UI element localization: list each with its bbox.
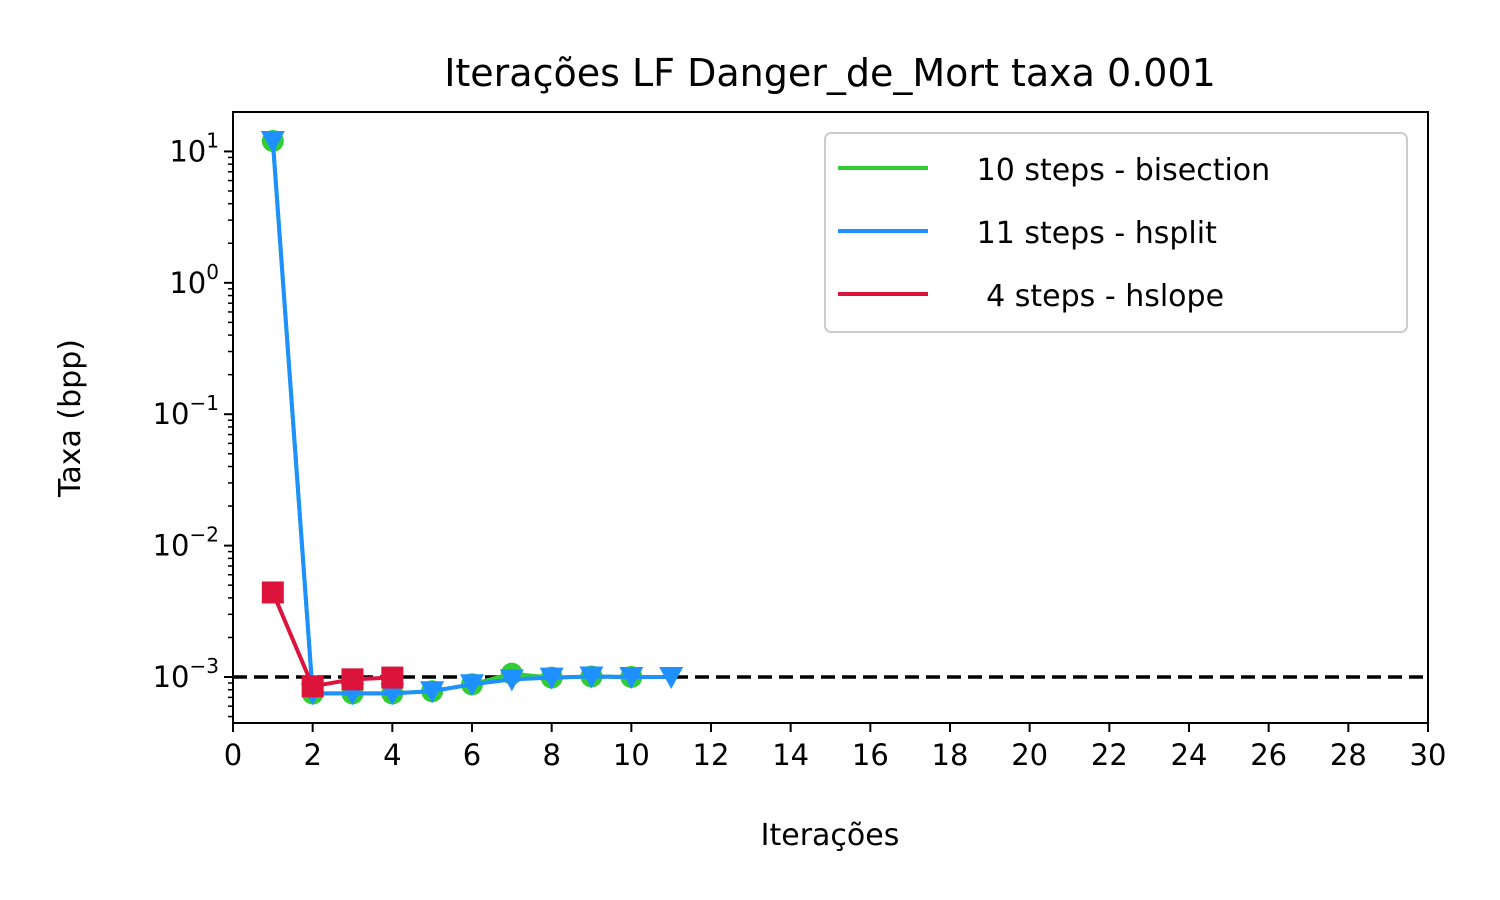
x-tick-label-16: 16 [852, 738, 889, 772]
x-tick-label-2: 2 [303, 738, 321, 772]
series-2-point-1 [301, 675, 324, 698]
series-1-point-9 [619, 667, 644, 690]
x-tick-label-18: 18 [932, 738, 969, 772]
x-tick-label-10: 10 [613, 738, 650, 772]
x-tick-label-20: 20 [1011, 738, 1048, 772]
x-tick-label-4: 4 [383, 738, 401, 772]
series-1-point-6 [499, 669, 524, 692]
y-tick-label-0: 101 [169, 128, 219, 168]
x-tick-label-0: 0 [224, 738, 242, 772]
x-tick-label-8: 8 [542, 738, 560, 772]
series-2-point-2 [341, 668, 364, 691]
x-tick-label-30: 30 [1410, 738, 1447, 772]
y-tick-label-1: 100 [169, 260, 219, 300]
legend: 10 steps - bisection 11 steps - hsplit 4… [824, 132, 1408, 333]
x-tick-label-28: 28 [1330, 738, 1367, 772]
series-layer [260, 130, 684, 706]
plot-frame [232, 111, 1429, 724]
series-1-point-8 [579, 666, 604, 689]
series-1-point-0 [260, 131, 285, 154]
x-tick-label-24: 24 [1171, 738, 1208, 772]
y-tick-label-4: 10−3 [153, 654, 219, 694]
series-1-point-10 [659, 667, 684, 690]
legend-box [824, 132, 1408, 333]
x-tick-label-12: 12 [693, 738, 730, 772]
x-tick-label-14: 14 [772, 738, 809, 772]
series-2 [261, 581, 404, 698]
series-2-point-3 [381, 666, 404, 689]
y-axis-ticks: 101 100 10−1 10−2 10−3 [153, 128, 233, 718]
series-line-2 [270, 591, 393, 689]
y-tick-label-3: 10−2 [153, 523, 219, 563]
y-tick-label-2: 10−1 [153, 391, 219, 431]
legend-label-bisection: 10 steps - bisection [948, 153, 1270, 188]
x-tick-label-22: 22 [1091, 738, 1128, 772]
x-axis-label: Iterações [761, 818, 900, 853]
y-axis-label: Taxa (bpp) [53, 339, 88, 498]
chart-title: Iterações LF Danger_de_Mort taxa 0.001 [444, 51, 1216, 95]
series-1-point-3 [380, 683, 405, 706]
x-tick-label-26: 26 [1250, 738, 1287, 772]
x-tick-label-6: 6 [463, 738, 481, 772]
legend-label-hslope: 4 steps - hslope [948, 279, 1224, 314]
series-1-point-7 [539, 667, 564, 690]
series-1-point-4 [420, 681, 445, 704]
legend-label-hsplit: 11 steps - hsplit [948, 216, 1217, 251]
x-axis-ticks: 0 2 4 6 8 10 12 14 16 18 20 22 24 26 28 30 [224, 723, 1447, 772]
series-2-point-0 [261, 581, 284, 604]
series-1-point-5 [460, 674, 484, 697]
